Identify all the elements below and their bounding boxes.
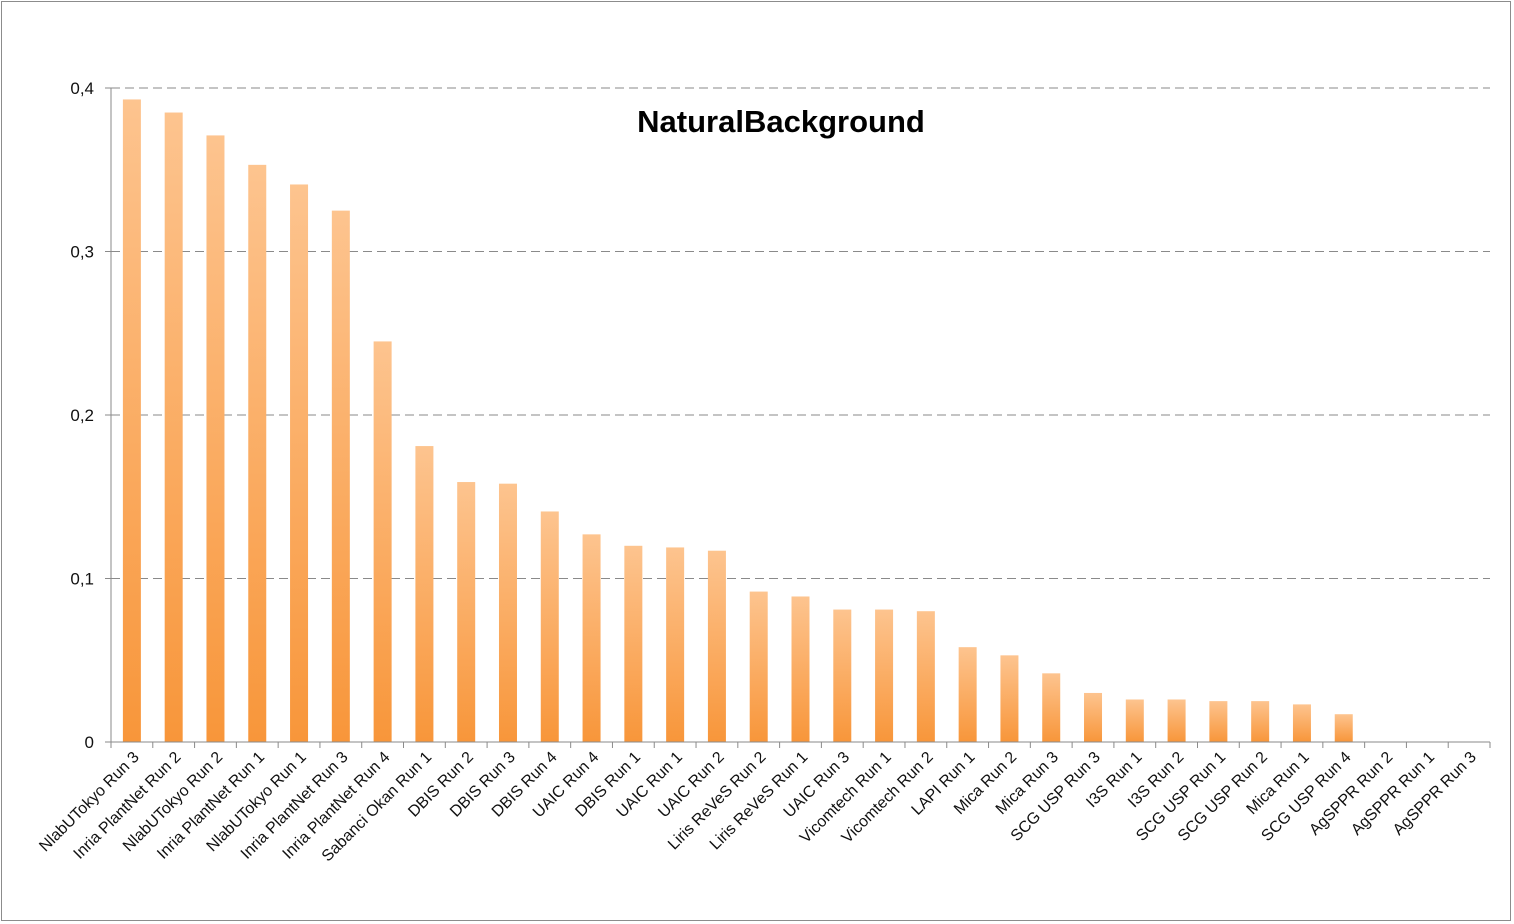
bar xyxy=(540,511,559,742)
bar xyxy=(164,112,183,742)
bar xyxy=(1125,699,1144,742)
bars xyxy=(122,99,1353,743)
y-tick-label: 0,1 xyxy=(70,570,94,589)
bar xyxy=(1251,701,1270,742)
bar xyxy=(1000,655,1019,742)
bar xyxy=(624,545,643,742)
bar xyxy=(749,591,768,742)
bar xyxy=(331,210,350,742)
y-tick-label: 0 xyxy=(85,733,94,752)
chart-title: NaturalBackground xyxy=(637,104,925,139)
axes xyxy=(110,88,1491,748)
y-tick-label: 0,3 xyxy=(70,243,94,262)
bar xyxy=(833,609,852,742)
bar xyxy=(582,534,601,742)
bar xyxy=(498,483,517,742)
bar xyxy=(290,184,309,743)
bar xyxy=(666,547,685,742)
bar xyxy=(415,446,434,742)
bar xyxy=(707,550,726,742)
bar xyxy=(875,609,894,742)
bar xyxy=(1167,699,1186,742)
bar xyxy=(122,99,141,742)
bar xyxy=(1084,692,1103,742)
y-tick-label: 0,4 xyxy=(70,79,94,98)
bar xyxy=(206,135,225,743)
bar xyxy=(1042,673,1061,742)
bar xyxy=(457,482,476,742)
bar xyxy=(248,164,267,743)
bar xyxy=(791,596,810,742)
bar xyxy=(916,611,935,742)
bar xyxy=(1334,714,1353,742)
bar xyxy=(958,647,977,742)
bar xyxy=(1292,704,1311,742)
bar xyxy=(1209,701,1228,742)
bar xyxy=(373,341,392,742)
y-tick-labels: 0 0,1 0,2 0,3 0,4 xyxy=(70,79,94,752)
y-tick-label: 0,2 xyxy=(70,406,94,425)
